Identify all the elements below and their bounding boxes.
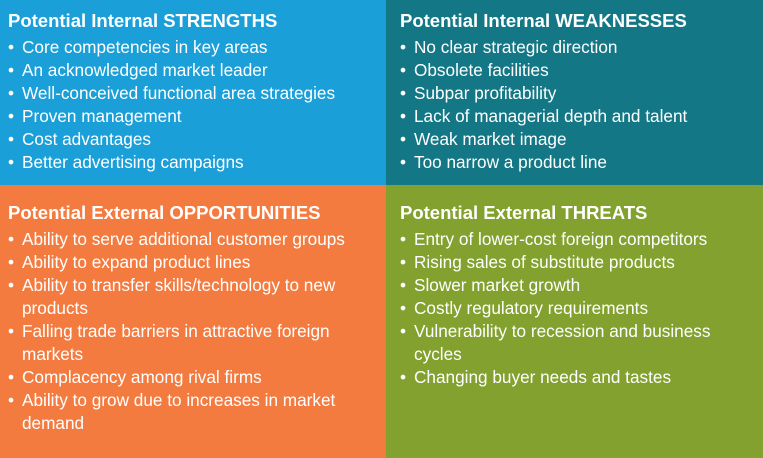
weaknesses-item: No clear strategic direction [400,36,755,59]
weaknesses-quadrant: Potential Internal WEAKNESSES No clear s… [386,0,763,185]
strengths-item: Core competencies in key areas [8,36,378,59]
strengths-item: Proven management [8,105,378,128]
weaknesses-item: Obsolete facilities [400,59,755,82]
weaknesses-item: Subpar profitability [400,82,755,105]
strengths-quadrant: Potential Internal STRENGTHS Core compet… [0,0,386,185]
opportunities-title: Potential External OPPORTUNITIES [8,202,321,223]
threats-item: Entry of lower-cost foreign competitors [400,228,755,251]
strengths-title: Potential Internal STRENGTHS [8,10,278,31]
threats-item: Vulnerability to recession and business … [400,320,755,366]
strengths-item: Better advertising campaigns [8,151,378,174]
threats-item: Slower market growth [400,274,755,297]
weaknesses-item: Lack of managerial depth and talent [400,105,755,128]
strengths-list: Core competencies in key areas An acknow… [8,36,378,174]
opportunities-item: Ability to serve additional customer gro… [8,228,378,251]
threats-item: Rising sales of substitute products [400,251,755,274]
weaknesses-list: No clear strategic direction Obsolete fa… [400,36,755,174]
opportunities-item: Complacency among rival firms [8,366,378,389]
weaknesses-item: Too narrow a product line [400,151,755,174]
opportunities-item: Ability to grow due to increases in mark… [8,389,378,435]
opportunities-quadrant: Potential External OPPORTUNITIES Ability… [0,185,386,458]
strengths-item: Cost advantages [8,128,378,151]
threats-item: Costly regulatory requirements [400,297,755,320]
weaknesses-title: Potential Internal WEAKNESSES [400,10,687,31]
opportunities-list: Ability to serve additional customer gro… [8,228,378,435]
threats-quadrant: Potential External THREATS Entry of lowe… [386,185,763,458]
strengths-item: An acknowledged market leader [8,59,378,82]
threats-list: Entry of lower-cost foreign competitors … [400,228,755,389]
threats-item: Changing buyer needs and tastes [400,366,755,389]
threats-title: Potential External THREATS [400,202,648,223]
strengths-item: Well-conceived functional area strategie… [8,82,378,105]
opportunities-item: Ability to expand product lines [8,251,378,274]
opportunities-item: Ability to transfer skills/technology to… [8,274,378,320]
opportunities-item: Falling trade barriers in attractive for… [8,320,378,366]
weaknesses-item: Weak market image [400,128,755,151]
